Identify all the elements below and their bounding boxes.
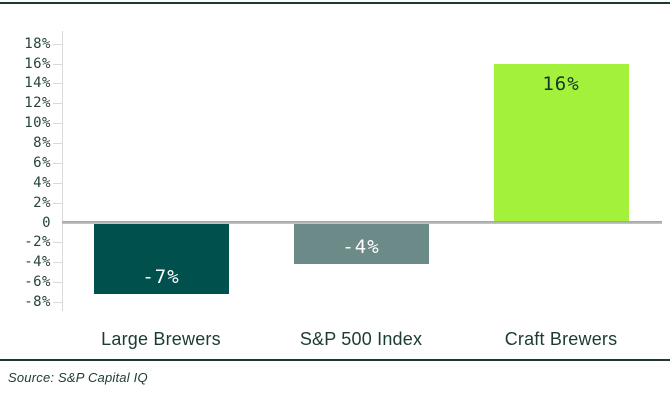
y-tick-label: 8% — [33, 135, 51, 152]
category-label: Large Brewers — [101, 329, 221, 349]
y-tick-label: 6% — [33, 154, 51, 171]
bar-craft-brewers: 16% — [493, 63, 629, 221]
y-tick-label: -4% — [24, 254, 51, 271]
y-tick-mark — [53, 301, 62, 303]
y-axis-line — [62, 31, 63, 311]
top-border-rule — [0, 2, 670, 4]
y-tick-label: 4% — [33, 174, 51, 191]
y-tick-mark — [53, 63, 62, 65]
bar-value-label: 16% — [542, 72, 580, 95]
bottom-border-rule — [0, 359, 670, 361]
y-tick-label: 16% — [24, 55, 51, 72]
category-label: Craft Brewers — [504, 329, 618, 349]
y-tick-label: 14% — [24, 75, 51, 92]
y-tick-label: -2% — [24, 234, 51, 251]
y-tick-mark — [53, 262, 62, 264]
y-tick-label: -6% — [24, 274, 51, 291]
y-tick-label: 12% — [24, 95, 51, 112]
zero-baseline — [62, 221, 662, 224]
y-tick-label: 18% — [24, 35, 51, 52]
y-tick-label: 0 — [42, 214, 51, 231]
y-tick-label: -8% — [24, 293, 51, 310]
y-tick-mark — [53, 143, 62, 145]
category-label: S&P 500 Index — [299, 329, 423, 349]
y-tick-mark — [53, 123, 62, 125]
y-tick-label: 2% — [33, 194, 51, 211]
y-tick-mark — [53, 103, 62, 105]
y-tick-mark — [53, 182, 62, 184]
bar-value-label: -7% — [142, 265, 180, 288]
source-caption: Source: S&P Capital IQ — [8, 370, 148, 385]
bar-large-brewers: -7% — [93, 224, 229, 294]
y-tick-mark — [53, 282, 62, 284]
y-tick-mark — [53, 202, 62, 204]
bar-value-label: -4% — [342, 235, 380, 258]
y-tick-mark — [53, 162, 62, 164]
y-tick-mark — [53, 83, 62, 85]
y-tick-mark — [53, 242, 62, 244]
y-tick-mark — [53, 43, 62, 45]
bar-s-p-500-index: -4% — [293, 224, 429, 264]
y-tick-label: 10% — [24, 115, 51, 132]
